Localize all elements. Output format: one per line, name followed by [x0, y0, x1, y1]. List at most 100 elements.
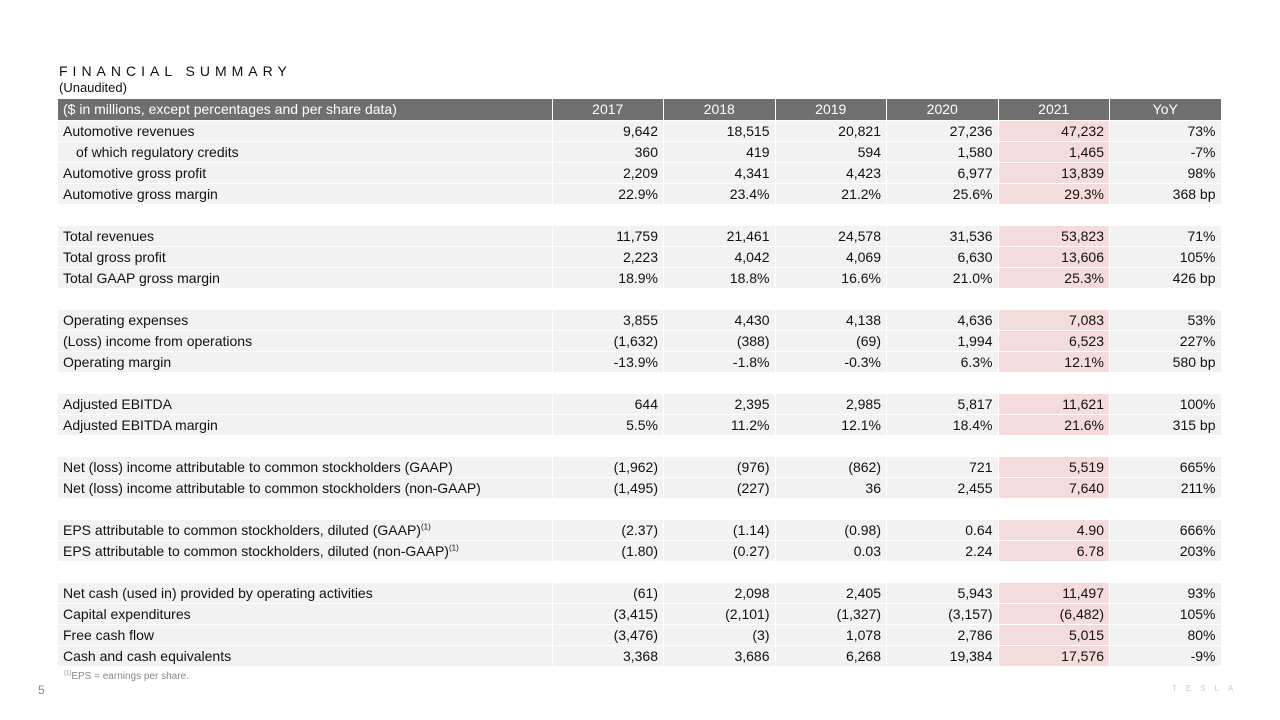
cell-2019: 6,268 [775, 645, 887, 667]
row-label-text: Net (loss) income attributable to common… [63, 479, 481, 496]
cell-2020: 721 [886, 456, 999, 478]
table-row: Operating expenses 3,855 4,430 4,138 4,636 7,… [58, 309, 1222, 331]
column-header-2021: 2021 [998, 99, 1110, 121]
cell-2020: 1,580 [886, 141, 999, 163]
cell-2018: 18.8% [663, 267, 776, 289]
table-header-row: ($ in millions, except percentages and p… [58, 99, 1222, 121]
cell-yoy: 80% [1109, 624, 1222, 646]
brand-logo: TESLA [1172, 684, 1243, 693]
row-label-text: Net cash (used in) provided by operating… [63, 584, 373, 601]
table-row: Net (loss) income attributable to common… [58, 477, 1222, 499]
cell-2017: 2,209 [552, 162, 664, 184]
cell-yoy: 426 bp [1109, 267, 1222, 289]
column-header-2019: 2019 [775, 99, 887, 121]
footnote-text: EPS = earnings per share. [71, 671, 189, 682]
cell-2018: (976) [663, 456, 776, 478]
cell-2017: 2,223 [552, 246, 664, 268]
cell-2017: (3,415) [552, 603, 664, 625]
cell-2019: 4,069 [775, 246, 887, 268]
column-header-label: ($ in millions, except percentages and p… [58, 99, 553, 121]
cell-2021: 21.6% [998, 414, 1110, 436]
cell-2019: 12.1% [775, 414, 887, 436]
cell-2021: 12.1% [998, 351, 1110, 373]
cell-2018: 18,515 [663, 120, 776, 142]
cell-2020: 0.64 [886, 519, 999, 541]
footnote: (1)EPS = earnings per share. [64, 671, 189, 682]
cell-2019: 36 [775, 477, 887, 499]
cell-yoy: 71% [1109, 225, 1222, 247]
cell-2017: (61) [552, 582, 664, 604]
cell-2020: 2,455 [886, 477, 999, 499]
spacer-cell [58, 435, 1222, 457]
row-label-text: Total gross profit [63, 248, 166, 265]
spacer-row [58, 204, 1222, 226]
table-row: Automotive gross profit 2,209 4,341 4,423 6,… [58, 162, 1222, 184]
row-label: Operating expenses [58, 309, 553, 331]
cell-yoy: 105% [1109, 603, 1222, 625]
cell-2018: 21,461 [663, 225, 776, 247]
cell-2019: 16.6% [775, 267, 887, 289]
cell-yoy: -9% [1109, 645, 1222, 667]
cell-2020: 2,786 [886, 624, 999, 646]
cell-2020: (3,157) [886, 603, 999, 625]
row-label: Automotive gross margin [58, 183, 553, 205]
cell-2018: 11.2% [663, 414, 776, 436]
cell-2021: (6,482) [998, 603, 1110, 625]
row-label: Adjusted EBITDA margin [58, 414, 553, 436]
column-header-2020: 2020 [886, 99, 999, 121]
cell-2019: 21.2% [775, 183, 887, 205]
cell-2021: 4.90 [998, 519, 1110, 541]
row-label: Net (loss) income attributable to common… [58, 456, 553, 478]
cell-yoy: 580 bp [1109, 351, 1222, 373]
spacer-cell [58, 288, 1222, 310]
row-label: Net (loss) income attributable to common… [58, 477, 553, 499]
page-number: 5 [38, 683, 45, 697]
cell-2019: (0.98) [775, 519, 887, 541]
table-row: Automotive gross margin 22.9% 23.4% 21.2% 25… [58, 183, 1222, 205]
spacer-row [58, 498, 1222, 520]
cell-2019: -0.3% [775, 351, 887, 373]
cell-yoy: 211% [1109, 477, 1222, 499]
table-row: Total revenues 11,759 21,461 24,578 31,536 53… [58, 225, 1222, 247]
cell-2017: 11,759 [552, 225, 664, 247]
row-label: Automotive gross profit [58, 162, 553, 184]
cell-2019: 594 [775, 141, 887, 163]
cell-yoy: 315 bp [1109, 414, 1222, 436]
cell-yoy: 368 bp [1109, 183, 1222, 205]
page-title: FINANCIAL SUMMARY [59, 63, 292, 79]
cell-2018: (388) [663, 330, 776, 352]
row-label: (Loss) income from operations [58, 330, 553, 352]
row-label: Net cash (used in) provided by operating… [58, 582, 553, 604]
column-header-2017: 2017 [552, 99, 664, 121]
cell-2017: 360 [552, 141, 664, 163]
cell-2018: 2,098 [663, 582, 776, 604]
table-row: Adjusted EBITDA margin 5.5% 11.2% 12.1% 18.4… [58, 414, 1222, 436]
row-label-text: Net (loss) income attributable to common… [63, 458, 453, 475]
table-row: Net cash (used in) provided by operating… [58, 582, 1222, 604]
cell-2020: 6,977 [886, 162, 999, 184]
row-label: Free cash flow [58, 624, 553, 646]
cell-2021: 1,465 [998, 141, 1110, 163]
cell-2021: 47,232 [998, 120, 1110, 142]
cell-2018: (1.14) [663, 519, 776, 541]
cell-2019: 20,821 [775, 120, 887, 142]
row-label: EPS attributable to common stockholders,… [58, 540, 553, 562]
cell-2021: 6,523 [998, 330, 1110, 352]
spacer-cell [58, 204, 1222, 226]
table-row: Free cash flow (3,476) (3) 1,078 2,786 5,015 8… [58, 624, 1222, 646]
table-row: Capital expenditures (3,415) (2,101) (1,327… [58, 603, 1222, 625]
cell-yoy: 93% [1109, 582, 1222, 604]
table-row: Adjusted EBITDA 644 2,395 2,985 5,817 11,621 1… [58, 393, 1222, 415]
cell-2021: 7,640 [998, 477, 1110, 499]
row-label-text: Free cash flow [63, 626, 155, 643]
row-label: of which regulatory credits [58, 141, 553, 163]
cell-2021: 11,497 [998, 582, 1110, 604]
footnote-marker: (1) [64, 670, 72, 677]
row-label-text: EPS attributable to common stockholders,… [63, 542, 449, 559]
row-label: Adjusted EBITDA [58, 393, 553, 415]
footnote-ref: (1) [420, 521, 431, 531]
cell-yoy: 665% [1109, 456, 1222, 478]
cell-2017: 644 [552, 393, 664, 415]
cell-2019: 4,423 [775, 162, 887, 184]
cell-2020: 21.0% [886, 267, 999, 289]
